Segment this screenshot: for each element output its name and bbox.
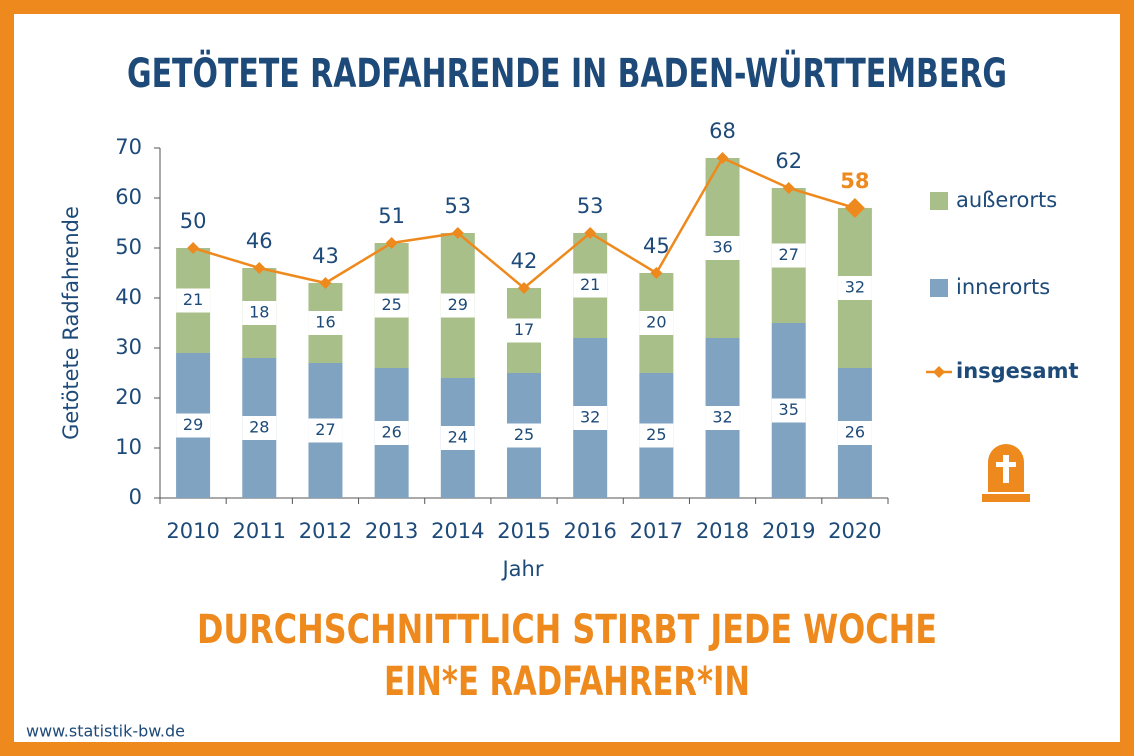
label-background [507, 318, 541, 343]
x-tick-label: 2016 [563, 519, 616, 543]
data-label: 32 [712, 408, 732, 427]
label-background [705, 406, 740, 430]
label-background [308, 311, 343, 335]
legend-label: insgesamt [956, 359, 1079, 383]
data-label: 29 [183, 415, 203, 434]
total-label: 51 [378, 204, 405, 228]
x-tick-label: 2017 [630, 519, 683, 543]
label-background [837, 421, 872, 445]
y-tick-label: 30 [115, 335, 142, 359]
legend-marker [933, 366, 945, 378]
total-marker [716, 152, 729, 164]
total-marker [253, 262, 266, 274]
data-label: 17 [514, 320, 534, 339]
total-label: 53 [577, 194, 604, 218]
label-background [771, 243, 806, 268]
total-label: 62 [775, 149, 802, 173]
data-label: 16 [315, 313, 335, 332]
data-label: 18 [249, 303, 269, 322]
label-background [176, 288, 211, 313]
label-background [573, 406, 608, 430]
x-tick-label: 2020 [828, 519, 881, 543]
total-marker [518, 282, 530, 294]
y-tick-label: 10 [115, 435, 142, 459]
total-label: 46 [246, 229, 273, 253]
total-label: 53 [444, 194, 471, 218]
y-tick-label: 0 [129, 485, 142, 509]
data-label: 25 [514, 425, 534, 444]
total-label: 42 [511, 249, 538, 273]
x-tick-label: 2019 [762, 519, 815, 543]
total-marker [187, 242, 200, 254]
label-background [440, 426, 475, 450]
y-tick-label: 40 [115, 285, 142, 309]
label-background [308, 418, 343, 443]
label-background [705, 236, 740, 260]
data-label: 20 [646, 313, 666, 332]
legend-swatch [930, 279, 948, 297]
label-background [242, 416, 277, 440]
legend-label: außerorts [956, 188, 1057, 212]
label-background [374, 293, 409, 318]
y-tick-label: 20 [115, 385, 142, 409]
legend-label: innerorts [956, 275, 1050, 299]
x-tick-label: 2015 [497, 519, 550, 543]
total-marker [650, 267, 663, 279]
data-label: 32 [845, 278, 865, 297]
x-axis-label: Jahr [500, 557, 543, 581]
data-label: 27 [779, 245, 799, 264]
data-label: 21 [580, 275, 600, 294]
total-label: 58 [840, 169, 869, 193]
data-label: 21 [183, 290, 203, 309]
x-tick-label: 2013 [365, 519, 418, 543]
label-background [507, 423, 541, 448]
annotation: DURCHSCHNITTLICH STIRBT JEDE WOCHE [197, 607, 937, 653]
x-tick-label: 2010 [166, 519, 219, 543]
label-background [639, 311, 674, 335]
data-label: 32 [580, 408, 600, 427]
total-label: 50 [180, 209, 207, 233]
y-axis-label: Getötete Radfahrende [59, 206, 83, 440]
total-marker [451, 227, 464, 239]
data-label: 24 [448, 428, 468, 447]
total-marker [844, 198, 865, 218]
x-tick-label: 2014 [431, 519, 484, 543]
data-label: 25 [381, 295, 401, 314]
label-background [573, 273, 608, 298]
annotation: EIN*E RADFAHRER*IN [384, 659, 750, 705]
data-label: 35 [779, 400, 799, 419]
y-tick-label: 60 [115, 185, 142, 209]
data-label: 25 [646, 425, 666, 444]
y-tick-label: 70 [115, 135, 142, 159]
chart-title: GETÖTETE RADFAHRENDE IN BADEN-WÜRTTEMBER… [127, 49, 1007, 97]
tombstone-icon [982, 444, 1030, 502]
total-marker [319, 277, 332, 289]
legend-swatch [930, 192, 948, 210]
data-label: 26 [381, 423, 401, 442]
data-label: 28 [249, 418, 269, 437]
label-background [176, 413, 211, 438]
total-marker [782, 182, 795, 194]
total-label: 68 [709, 119, 736, 143]
label-background [639, 423, 674, 448]
y-tick-label: 50 [115, 235, 142, 259]
data-label: 36 [712, 238, 732, 257]
total-label: 45 [643, 234, 670, 258]
x-tick-label: 2012 [299, 519, 352, 543]
x-tick-label: 2018 [696, 519, 749, 543]
label-background [242, 301, 277, 325]
label-background [771, 398, 806, 423]
label-background [374, 421, 409, 445]
label-background [440, 293, 475, 318]
data-label: 27 [315, 420, 335, 439]
data-label: 29 [448, 295, 468, 314]
x-tick-label: 2011 [233, 519, 286, 543]
label-background [837, 276, 872, 300]
total-marker [385, 237, 398, 249]
total-label: 43 [312, 244, 339, 268]
total-marker [584, 227, 597, 239]
source: www.statistik-bw.de [26, 722, 185, 741]
data-label: 26 [845, 423, 865, 442]
